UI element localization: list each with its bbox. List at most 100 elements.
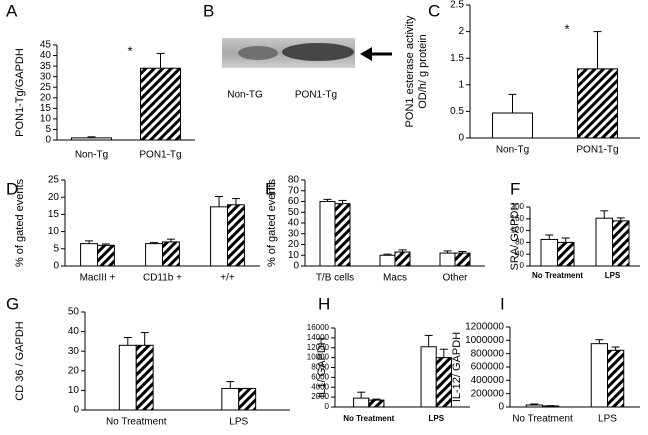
error-bar bbox=[458, 250, 467, 254]
y-axis-label: IL1/ GAPDH bbox=[316, 337, 328, 398]
y-tick-label: 0 bbox=[520, 261, 525, 270]
panel-letter: E bbox=[265, 179, 276, 198]
y-tick-label: 0 bbox=[45, 135, 51, 146]
y-axis-label: % of gated events bbox=[266, 178, 278, 267]
y-tick-label: 50 bbox=[68, 307, 80, 318]
y-tick-label: 1200000 bbox=[465, 322, 504, 333]
x-tick-label: No Treatment bbox=[512, 414, 573, 425]
y-axis-label: IL-12/ GAPDH bbox=[451, 332, 463, 402]
blot-band bbox=[238, 46, 278, 60]
bar bbox=[557, 241, 575, 267]
error-bar bbox=[398, 249, 407, 253]
blot-band bbox=[282, 43, 354, 61]
y-tick-label: 5 bbox=[45, 124, 51, 135]
bar bbox=[118, 344, 137, 411]
y-tick-label: 200 bbox=[511, 202, 525, 211]
error-bar bbox=[226, 381, 235, 389]
error-bar bbox=[616, 217, 625, 221]
bar bbox=[540, 238, 558, 267]
y-tick-label: 40 bbox=[288, 218, 300, 229]
y-tick-label: 50 bbox=[288, 207, 300, 218]
error-bar bbox=[156, 52, 165, 69]
error-bar bbox=[150, 242, 159, 244]
y-tick-label: 10000 bbox=[307, 353, 330, 362]
y-axis-label: OD/h/ g protein bbox=[417, 34, 429, 109]
bar bbox=[145, 243, 164, 267]
bar bbox=[139, 67, 182, 141]
y-tick-label: 1.5 bbox=[450, 53, 464, 64]
y-tick-label: 4000 bbox=[311, 382, 329, 391]
y-tick-label: 70 bbox=[288, 185, 300, 196]
y-tick-label: 1 bbox=[458, 79, 464, 90]
y-axis-label: SRA/ GAPDH bbox=[509, 203, 521, 271]
panel-letter: F bbox=[510, 179, 520, 198]
error-bar bbox=[166, 238, 175, 242]
y-tick-label: 600000 bbox=[471, 362, 505, 373]
y-tick-label: 2.5 bbox=[450, 0, 464, 11]
y-tick-label: 40 bbox=[515, 249, 524, 258]
error-bar bbox=[338, 199, 347, 204]
y-axis-label: PON1 esterase activity bbox=[404, 15, 416, 127]
panel-letter: C bbox=[428, 1, 440, 20]
error-bar bbox=[85, 240, 94, 244]
panel-letter: A bbox=[6, 1, 18, 20]
y-tick-label: 60 bbox=[288, 196, 300, 207]
y-tick-label: 10 bbox=[48, 226, 60, 237]
error-bar bbox=[123, 336, 132, 346]
bar bbox=[612, 220, 630, 267]
x-tick-label: No Treatment bbox=[532, 271, 583, 280]
y-tick-label: 25 bbox=[40, 82, 52, 93]
error-bar bbox=[140, 332, 149, 346]
y-tick-label: 25 bbox=[48, 175, 60, 186]
y-tick-label: 10 bbox=[40, 114, 52, 125]
error-bar bbox=[215, 196, 224, 207]
bar bbox=[577, 68, 618, 139]
bar bbox=[525, 404, 543, 408]
y-tick-label: 5 bbox=[53, 243, 59, 254]
y-tick-label: 20 bbox=[40, 92, 52, 103]
bar bbox=[439, 252, 456, 267]
y-tick-label: 0 bbox=[458, 133, 464, 144]
error-bar bbox=[530, 403, 539, 405]
y-tick-label: 0 bbox=[73, 405, 79, 416]
x-tick-label: LPS bbox=[428, 414, 444, 423]
x-tick-label: LPS bbox=[605, 271, 621, 280]
error-bar bbox=[101, 243, 110, 246]
y-tick-label: 30 bbox=[40, 71, 52, 82]
y-tick-label: 8000 bbox=[311, 363, 329, 372]
y-tick-label: 2 bbox=[458, 26, 464, 37]
blot-label: Non-TG bbox=[227, 90, 263, 101]
error-bar bbox=[87, 136, 96, 138]
bar bbox=[97, 244, 115, 267]
y-tick-label: 0 bbox=[498, 402, 504, 413]
y-tick-label: 16000 bbox=[307, 323, 330, 332]
error-bar bbox=[424, 334, 433, 347]
y-tick-label: 0.5 bbox=[450, 106, 464, 117]
error-bar bbox=[439, 348, 448, 358]
bar bbox=[607, 349, 625, 408]
y-tick-label: 10 bbox=[288, 250, 300, 261]
panel-letter: B bbox=[203, 1, 214, 20]
annotation: * bbox=[564, 21, 569, 36]
y-tick-label: 10 bbox=[68, 385, 80, 396]
panel-letter: I bbox=[500, 294, 505, 313]
bar bbox=[162, 241, 180, 267]
x-tick-label: LPS bbox=[229, 417, 248, 428]
y-tick-label: 15 bbox=[40, 103, 52, 114]
y-tick-label: 45 bbox=[40, 40, 52, 51]
y-tick-label: 14000 bbox=[307, 333, 330, 342]
y-tick-label: 0 bbox=[293, 261, 299, 272]
y-tick-label: 400000 bbox=[471, 375, 505, 386]
bar bbox=[595, 217, 613, 267]
bar bbox=[420, 346, 437, 408]
bar bbox=[227, 204, 245, 267]
bar bbox=[353, 397, 370, 408]
error-bar bbox=[443, 250, 452, 254]
y-tick-label: 120 bbox=[511, 226, 525, 235]
x-tick-label: T/B cells bbox=[316, 273, 354, 284]
bar bbox=[221, 387, 240, 411]
bar bbox=[319, 201, 336, 267]
y-tick-label: 160 bbox=[511, 214, 525, 223]
y-axis-label: % of gated events bbox=[14, 178, 26, 267]
